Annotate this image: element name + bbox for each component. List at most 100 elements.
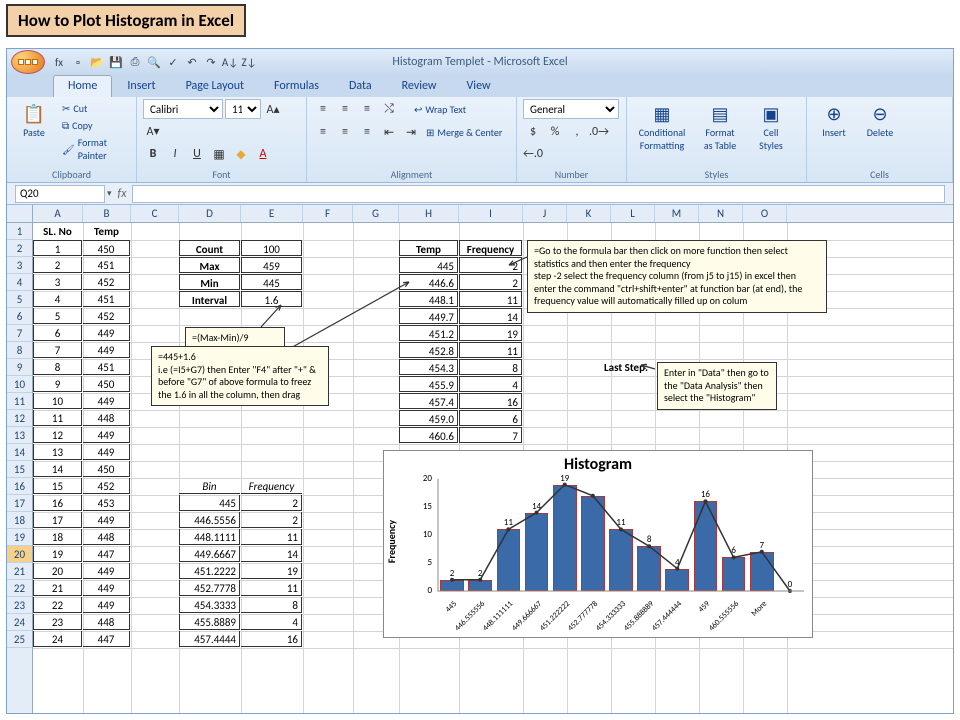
qat-new-icon[interactable]: ▫ (70, 54, 86, 70)
border-button[interactable]: ▦ (209, 144, 229, 164)
inc-decimal-icon[interactable]: .0→ (589, 122, 609, 142)
dec-decimal-icon[interactable]: ←.0 (523, 144, 543, 164)
indent-dec-icon[interactable]: ⇤ (379, 122, 399, 142)
cell[interactable]: 450 (83, 240, 130, 256)
cell[interactable]: Interval (179, 291, 240, 307)
col-header-K[interactable]: K (567, 205, 611, 222)
tab-review[interactable]: Review (387, 75, 452, 97)
percent-icon[interactable]: % (545, 122, 565, 142)
formula-bar[interactable] (132, 185, 945, 203)
tab-formulas[interactable]: Formulas (259, 75, 334, 97)
cell-styles-button[interactable]: ▣Cell Styles (749, 99, 793, 155)
font-color-button[interactable]: A (253, 144, 273, 164)
row-header-13[interactable]: 13 (7, 427, 32, 444)
cell[interactable]: Temp (399, 240, 458, 256)
histogram-chart[interactable]: Histogram05101520Frequency24452446.55555… (383, 450, 813, 638)
bold-button[interactable]: B (143, 144, 163, 164)
cell[interactable]: 24 (33, 631, 82, 647)
row-header-7[interactable]: 7 (7, 325, 32, 342)
col-header-J[interactable]: J (523, 205, 567, 222)
row-header-14[interactable]: 14 (7, 444, 32, 461)
cell[interactable]: Min (179, 274, 240, 290)
qat-undo-icon[interactable]: ↶ (184, 54, 200, 70)
fill-color-button[interactable]: ◆ (231, 144, 251, 164)
cell[interactable]: 11 (33, 410, 82, 426)
cell[interactable]: 8 (459, 359, 522, 375)
number-format-select[interactable]: General (523, 99, 619, 119)
cell[interactable]: 449 (83, 444, 130, 460)
select-all-corner[interactable] (7, 205, 33, 223)
row-header-15[interactable]: 15 (7, 461, 32, 478)
cell[interactable]: 13 (33, 444, 82, 460)
align-top-icon[interactable]: ≡ (313, 99, 333, 119)
cell[interactable]: 22 (33, 597, 82, 613)
col-header-O[interactable]: O (743, 205, 787, 222)
orientation-icon[interactable]: ⤭ (379, 99, 399, 119)
qat-sort-asc-icon[interactable]: A↓ (222, 54, 238, 70)
cell[interactable]: 457.4 (399, 393, 458, 409)
cell[interactable]: 19 (459, 325, 522, 341)
cell[interactable]: 8 (33, 359, 82, 375)
cell[interactable]: 450 (83, 376, 130, 392)
paste-button[interactable]: 📋Paste (13, 99, 55, 142)
cell[interactable]: Frequency (241, 478, 302, 494)
cell[interactable]: 19 (33, 546, 82, 562)
cell[interactable]: 17 (33, 512, 82, 528)
col-header-A[interactable]: A (33, 205, 83, 222)
cell[interactable]: 3 (33, 274, 82, 290)
cell[interactable]: 18 (33, 529, 82, 545)
cell[interactable]: 100 (241, 240, 302, 256)
col-header-E[interactable]: E (241, 205, 303, 222)
cell[interactable]: 16 (459, 393, 522, 409)
cell[interactable]: 4 (459, 376, 522, 392)
cell[interactable]: 448 (83, 614, 130, 630)
merge-center-button[interactable]: ⊞Merge & Center (423, 125, 505, 140)
col-header-F[interactable]: F (303, 205, 353, 222)
align-center-icon[interactable]: ≡ (335, 122, 355, 142)
name-box[interactable]: Q20 (15, 185, 105, 203)
font-size-select[interactable]: 11 (225, 99, 261, 119)
row-header-19[interactable]: 19 (7, 529, 32, 546)
cell[interactable]: 449 (83, 427, 130, 443)
tab-home[interactable]: Home (53, 75, 112, 97)
fx-icon[interactable]: fx (118, 187, 127, 201)
cell[interactable]: 14 (241, 546, 302, 562)
col-header-M[interactable]: M (655, 205, 699, 222)
cell[interactable]: 15 (33, 478, 82, 494)
cell[interactable]: 23 (33, 614, 82, 630)
copy-button[interactable]: ⧉Copy (59, 118, 130, 133)
cell[interactable]: 2 (33, 257, 82, 273)
cell[interactable]: 448 (83, 410, 130, 426)
italic-button[interactable]: I (165, 144, 185, 164)
cell[interactable]: 451 (83, 257, 130, 273)
cell[interactable]: 448 (83, 529, 130, 545)
cell[interactable]: 449.6667 (179, 546, 240, 562)
align-left-icon[interactable]: ≡ (313, 122, 333, 142)
row-header-11[interactable]: 11 (7, 393, 32, 410)
cell[interactable]: Temp (83, 223, 130, 239)
row-header-25[interactable]: 25 (7, 631, 32, 648)
cell[interactable]: 12 (33, 427, 82, 443)
row-header-21[interactable]: 21 (7, 563, 32, 580)
cell[interactable]: 16 (241, 631, 302, 647)
cell[interactable]: 449 (83, 580, 130, 596)
cell[interactable]: 450 (83, 461, 130, 477)
cell[interactable]: 6 (459, 410, 522, 426)
grow-font-icon[interactable]: A▴ (263, 99, 283, 119)
cell[interactable]: 457.4444 (179, 631, 240, 647)
cell[interactable]: 460.6 (399, 427, 458, 443)
tab-view[interactable]: View (452, 75, 506, 97)
shrink-font-icon[interactable]: A▾ (143, 121, 163, 141)
cell[interactable]: 14 (33, 461, 82, 477)
cell[interactable]: 11 (459, 342, 522, 358)
delete-cells-button[interactable]: ⊖Delete (859, 99, 901, 142)
qat-open-icon[interactable]: 📂 (89, 54, 105, 70)
cell[interactable]: 1 (33, 240, 82, 256)
cell[interactable]: 445 (179, 495, 240, 511)
cell[interactable]: 452 (83, 478, 130, 494)
cell[interactable]: 16 (33, 495, 82, 511)
cell[interactable]: 459 (241, 257, 302, 273)
col-header-L[interactable]: L (611, 205, 655, 222)
cell[interactable]: 9 (33, 376, 82, 392)
cell[interactable]: Bin (179, 478, 240, 494)
